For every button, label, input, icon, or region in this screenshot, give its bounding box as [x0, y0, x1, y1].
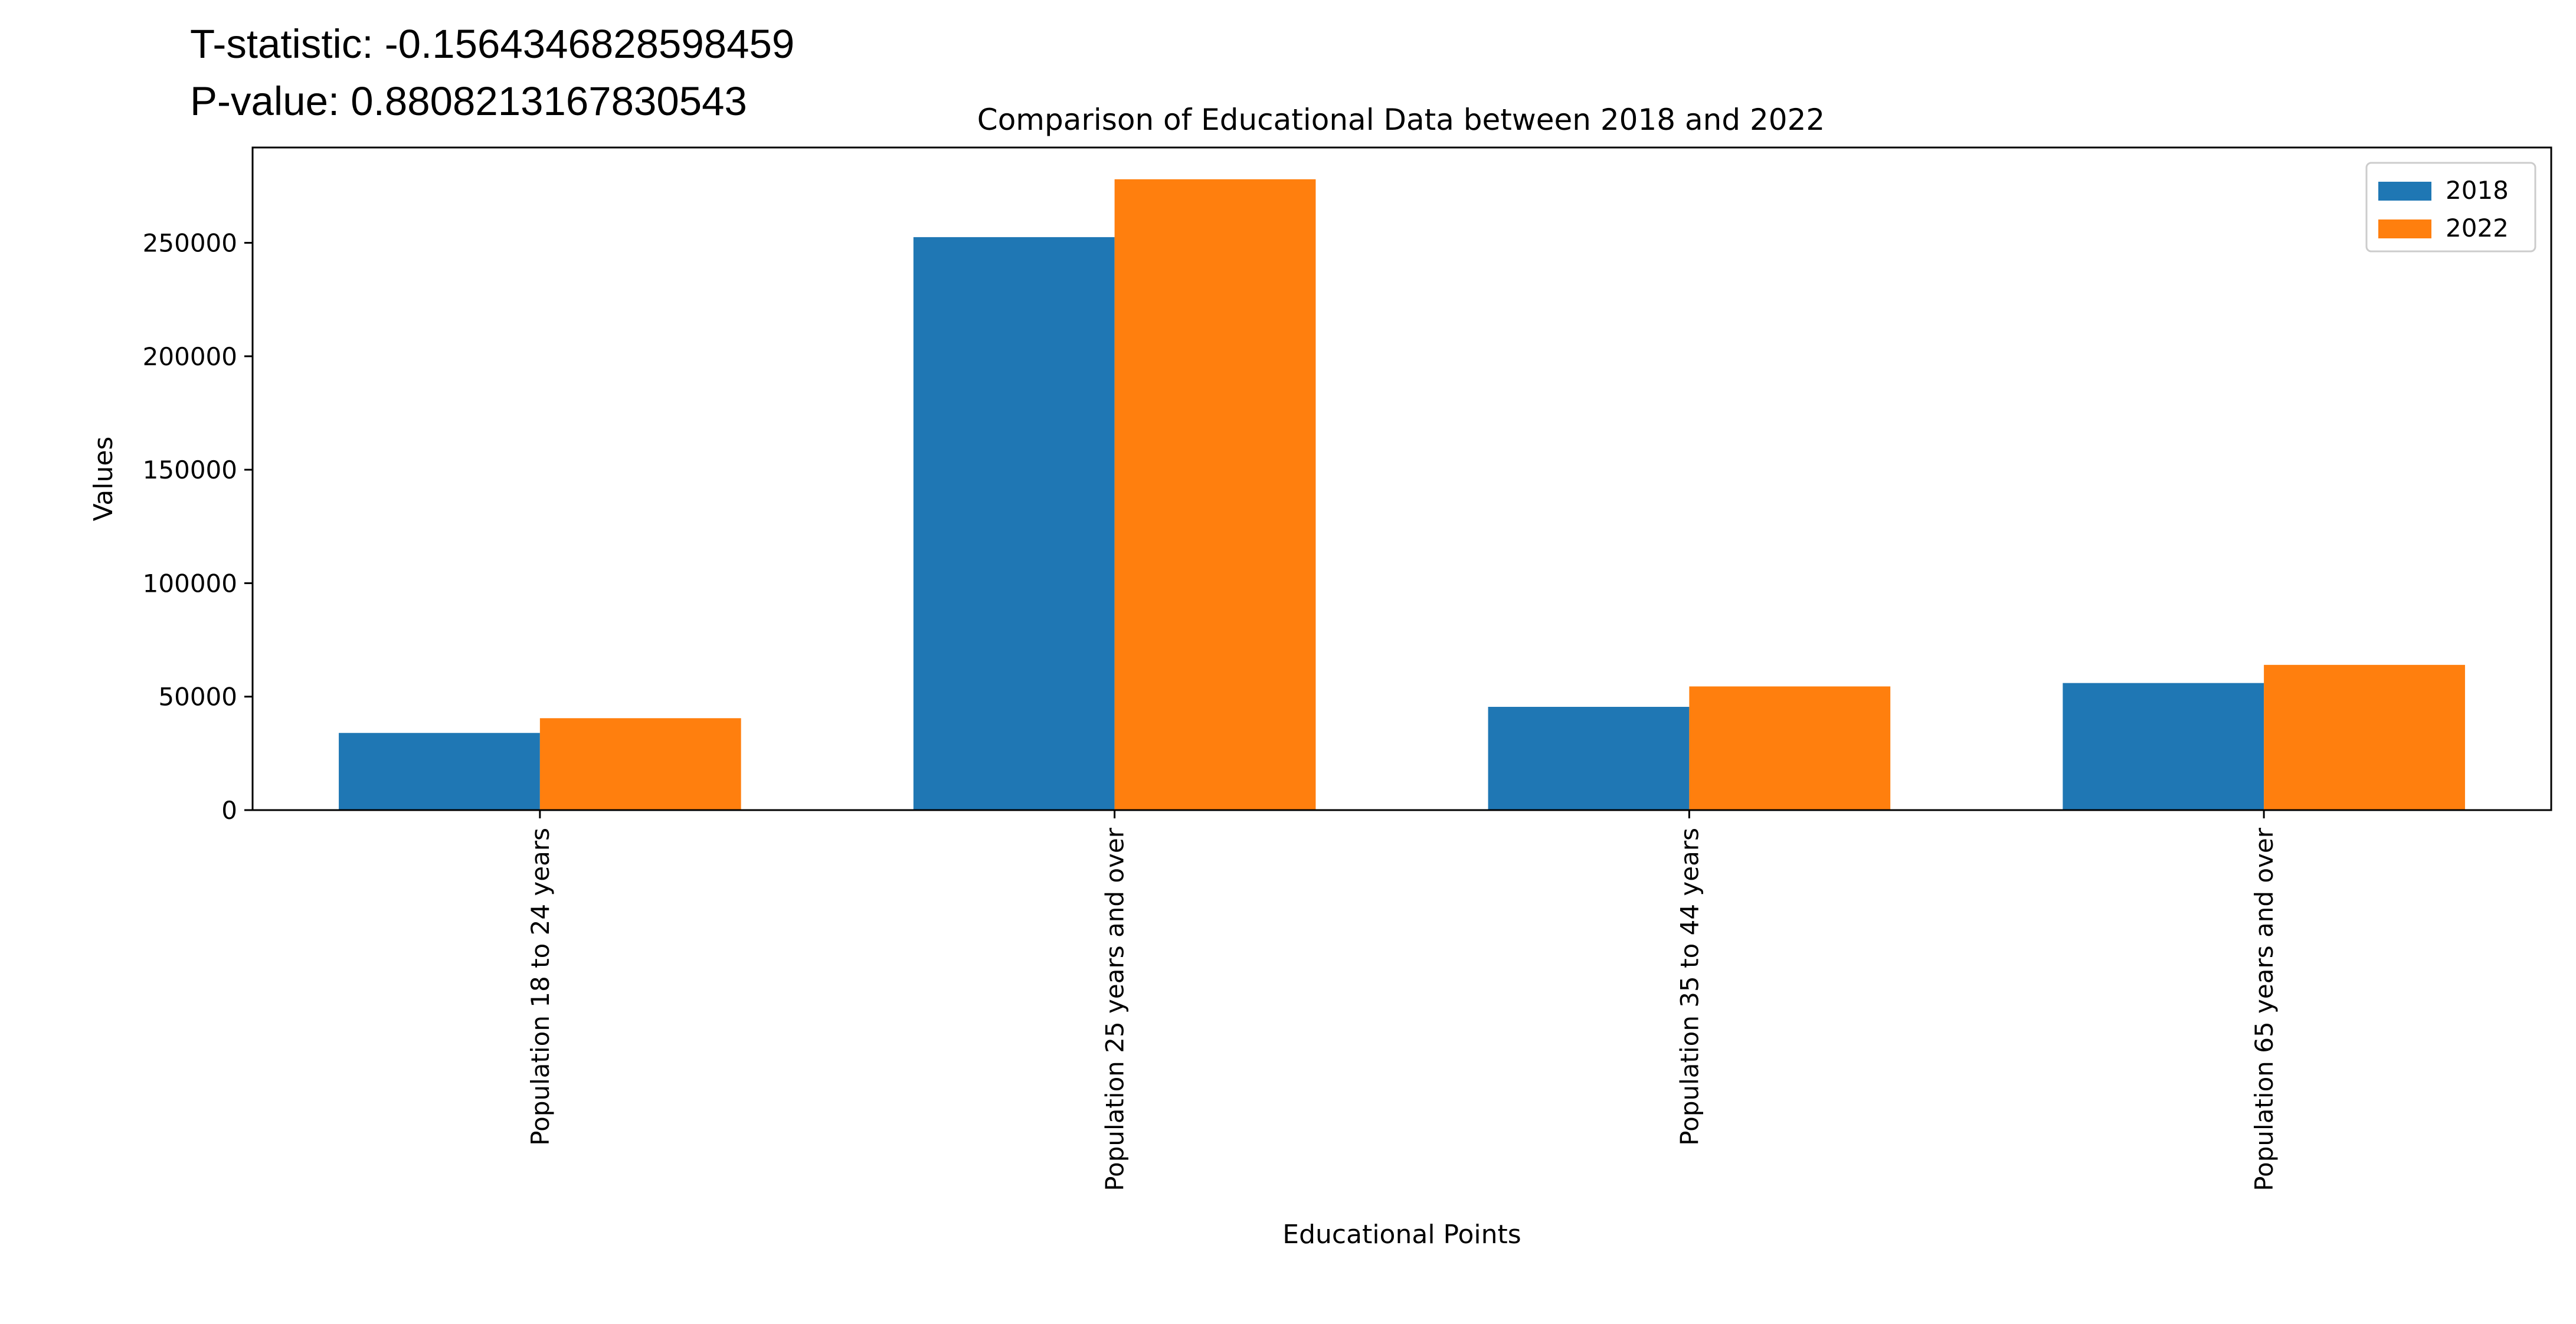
x-tick-label: Population 18 to 24 years — [526, 828, 555, 1146]
bar-2022-2 — [1689, 686, 1891, 810]
chart-title: Comparison of Educational Data between 2… — [977, 103, 1825, 137]
bar-2018-0 — [339, 733, 540, 810]
x-tick-label: Population 25 years and over — [1101, 827, 1130, 1191]
p-value-text: P-value: 0.8808213167830543 — [190, 78, 747, 124]
x-axis-label: Educational Points — [1282, 1220, 1521, 1250]
legend-swatch-2018 — [2378, 182, 2431, 201]
y-tick-label: 150000 — [143, 455, 237, 484]
bar-2018-2 — [1488, 707, 1690, 810]
legend-label-2018: 2018 — [2446, 176, 2509, 205]
bar-2018-3 — [2063, 683, 2264, 810]
x-tick-label: Population 65 years and over — [2250, 827, 2279, 1191]
legend-label-2022: 2022 — [2446, 214, 2509, 242]
y-axis: 0 50000 100000 150000 200000 250000 — [143, 229, 253, 825]
y-tick-label: 100000 — [143, 569, 237, 598]
legend: 2018 2022 — [2365, 162, 2536, 253]
bar-2022-1 — [1114, 179, 1316, 810]
x-tick-label: Population 35 to 44 years — [1675, 828, 1704, 1146]
legend-swatch-2022 — [2378, 219, 2431, 238]
y-tick-label: 250000 — [143, 229, 237, 258]
y-axis-label: Values — [89, 437, 119, 522]
bar-2018-1 — [913, 237, 1115, 810]
y-tick-label: 200000 — [143, 342, 237, 371]
y-tick-label: 50000 — [158, 683, 237, 712]
t-statistic-text: T-statistic: -0.1564346828598459 — [190, 21, 795, 67]
x-axis: Population 18 to 24 years Population 25 y… — [526, 810, 2279, 1191]
y-tick-label: 0 — [221, 796, 237, 825]
bars-layer — [339, 179, 2465, 810]
bar-2022-0 — [539, 718, 741, 810]
plot-frame — [251, 146, 2552, 811]
bar-2022-3 — [2264, 664, 2465, 810]
